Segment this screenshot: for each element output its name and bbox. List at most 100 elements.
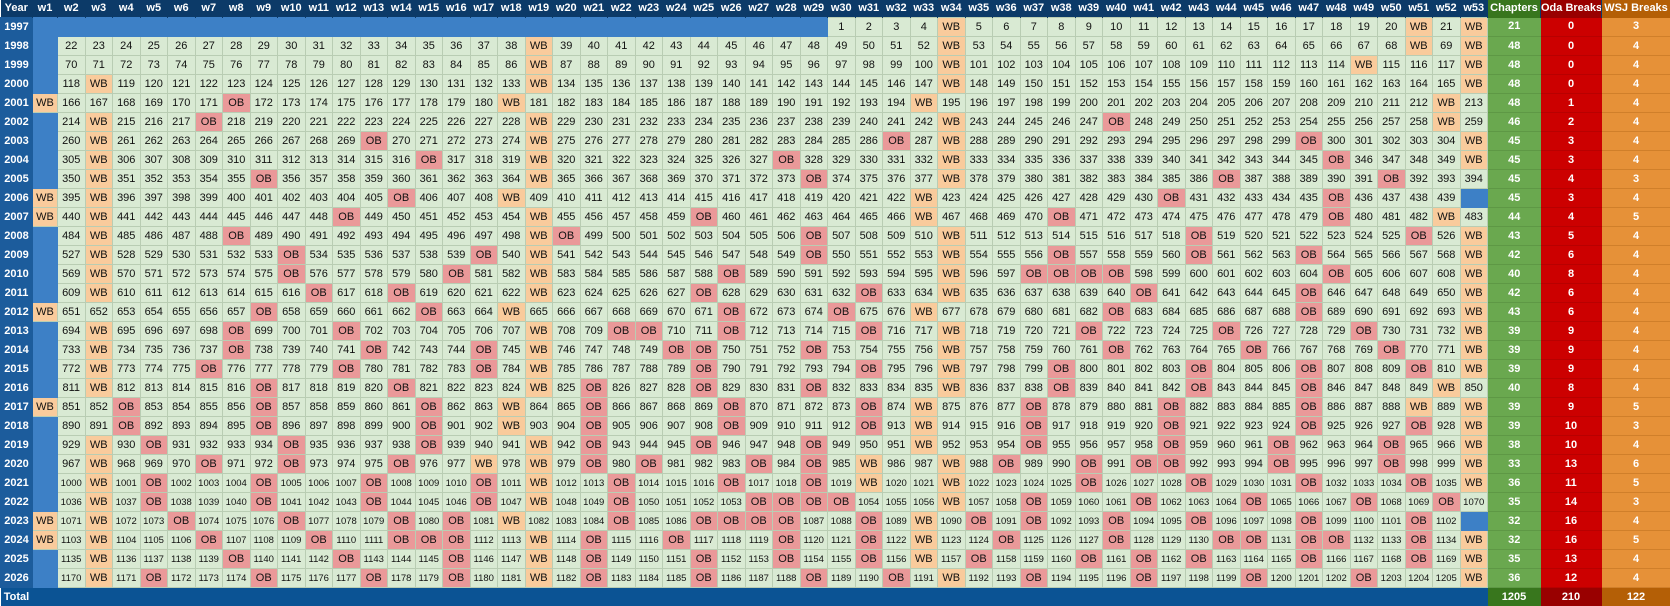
year-label: 2013 xyxy=(1,322,33,341)
oda-break-cell: OB xyxy=(1185,227,1213,246)
chapter-cell: 925 xyxy=(1323,417,1351,436)
header-week-w17: w17 xyxy=(470,0,498,18)
chapter-cell: 1143 xyxy=(360,550,388,569)
chapter-cell: 285 xyxy=(828,132,856,151)
chapter-cell: 309 xyxy=(195,151,223,170)
chapter-cell: 927 xyxy=(1378,417,1406,436)
chapter-cell: 492 xyxy=(333,227,361,246)
empty-cell xyxy=(33,37,58,56)
chapter-cell: 481 xyxy=(1378,208,1406,227)
wsj-break-cell: WB xyxy=(1433,94,1461,113)
chapter-cell: 638 xyxy=(1048,284,1076,303)
chapter-cell: 836 xyxy=(965,379,993,398)
chapter-cell: 384 xyxy=(1130,170,1158,189)
chapter-cell: 204 xyxy=(1185,94,1213,113)
chapter-cell: 606 xyxy=(1378,265,1406,284)
chapter-cell: 417 xyxy=(745,189,773,208)
chapter-cell: 1163 xyxy=(1213,550,1241,569)
chapter-cell: 181 xyxy=(525,94,553,113)
chapter-cell: 618 xyxy=(360,284,388,303)
chapter-cell: 1150 xyxy=(635,550,663,569)
year-label: 2002 xyxy=(1,113,33,132)
header-week-w19: w19 xyxy=(525,0,553,18)
oda-break-cell: OB xyxy=(360,474,388,493)
chapter-cell: 835 xyxy=(910,379,938,398)
chapter-cell: 266 xyxy=(250,132,278,151)
chapter-cell: 743 xyxy=(415,341,443,360)
total-empty-cell xyxy=(168,588,196,606)
wsj-break-cell: WB xyxy=(938,474,966,493)
oda-breaks-count: 4 xyxy=(1541,208,1602,227)
empty-cell xyxy=(33,569,58,588)
chapter-cell: 13 xyxy=(1185,18,1213,37)
chapter-cell: 49 xyxy=(828,37,856,56)
chapter-cell: 541 xyxy=(553,246,581,265)
chapter-cell: 899 xyxy=(360,417,388,436)
oda-break-cell: OB xyxy=(443,531,471,550)
chapter-cell: 170 xyxy=(168,94,196,113)
wsj-breaks-count: 4 xyxy=(1602,284,1670,303)
chapter-cell: 78 xyxy=(278,56,306,75)
chapter-cell: 868 xyxy=(663,398,691,417)
oda-break-cell: OB xyxy=(580,417,608,436)
chapter-cell: 33 xyxy=(360,37,388,56)
chapter-cell: 163 xyxy=(1378,75,1406,94)
chapter-cell: 633 xyxy=(883,284,911,303)
empty-cell xyxy=(58,18,86,37)
chapter-cell: 1114 xyxy=(553,531,581,550)
chapter-cell: 220 xyxy=(278,113,306,132)
chapter-cell: 600 xyxy=(1185,265,1213,284)
oda-break-cell: OB xyxy=(1240,341,1268,360)
chapter-cell: 488 xyxy=(195,227,223,246)
chapter-cell: 719 xyxy=(993,322,1021,341)
oda-breaks-count: 8 xyxy=(1541,265,1602,284)
chapter-cell: 1188 xyxy=(773,569,801,588)
chapter-cell: 1008 xyxy=(388,474,416,493)
chapter-cell: 792 xyxy=(773,360,801,379)
oda-break-cell: OB xyxy=(1048,208,1076,227)
oda-break-cell: OB xyxy=(113,417,141,436)
chapter-cell: 765 xyxy=(1213,341,1241,360)
header-week-w31: w31 xyxy=(855,0,883,18)
chapter-cell: 478 xyxy=(1268,208,1296,227)
chapters-count: 45 xyxy=(1488,170,1541,189)
total-empty-cell xyxy=(1295,588,1323,606)
chapter-cell: 857 xyxy=(278,398,306,417)
chapter-cell: 305 xyxy=(58,151,86,170)
chapter-cell: 126 xyxy=(305,75,333,94)
chapter-cell: 356 xyxy=(278,170,306,189)
chapter-cell: 1095 xyxy=(1158,512,1186,531)
chapter-cell: 232 xyxy=(635,113,663,132)
chapter-cell: 398 xyxy=(168,189,196,208)
chapter-cell: 689 xyxy=(1323,303,1351,322)
chapter-cell: 242 xyxy=(910,113,938,132)
chapter-cell: 540 xyxy=(498,246,526,265)
chapter-cell: 347 xyxy=(1378,151,1406,170)
chapter-cell: 1182 xyxy=(553,569,581,588)
chapter-cell: 233 xyxy=(663,113,691,132)
oda-break-cell: OB xyxy=(470,246,498,265)
chapter-cell: 822 xyxy=(443,379,471,398)
oda-break-cell: OB xyxy=(223,94,251,113)
chapter-cell: 116 xyxy=(1405,56,1433,75)
chapter-cell: 183 xyxy=(580,94,608,113)
chapter-cell: 267 xyxy=(278,132,306,151)
year-label: 2022 xyxy=(1,493,33,512)
chapter-cell: 612 xyxy=(168,284,196,303)
chapter-cell: 385 xyxy=(1158,170,1186,189)
oda-break-cell: OB xyxy=(1405,417,1433,436)
chapter-cell: 100 xyxy=(910,56,938,75)
oda-break-cell: OB xyxy=(195,455,223,474)
header-week-w20: w20 xyxy=(553,0,581,18)
chapter-cell: 460 xyxy=(718,208,746,227)
chapter-cell: 1184 xyxy=(635,569,663,588)
oda-break-cell: OB xyxy=(278,512,306,531)
chapters-count: 40 xyxy=(1488,265,1541,284)
oda-break-cell: OB xyxy=(1295,417,1323,436)
chapter-cell: 853 xyxy=(140,398,168,417)
chapter-cell: 1019 xyxy=(828,474,856,493)
chapter-cell: 262 xyxy=(140,132,168,151)
chapter-cell: 942 xyxy=(553,436,581,455)
chapter-cell: 602 xyxy=(1240,265,1268,284)
oda-break-cell: OB xyxy=(800,246,828,265)
